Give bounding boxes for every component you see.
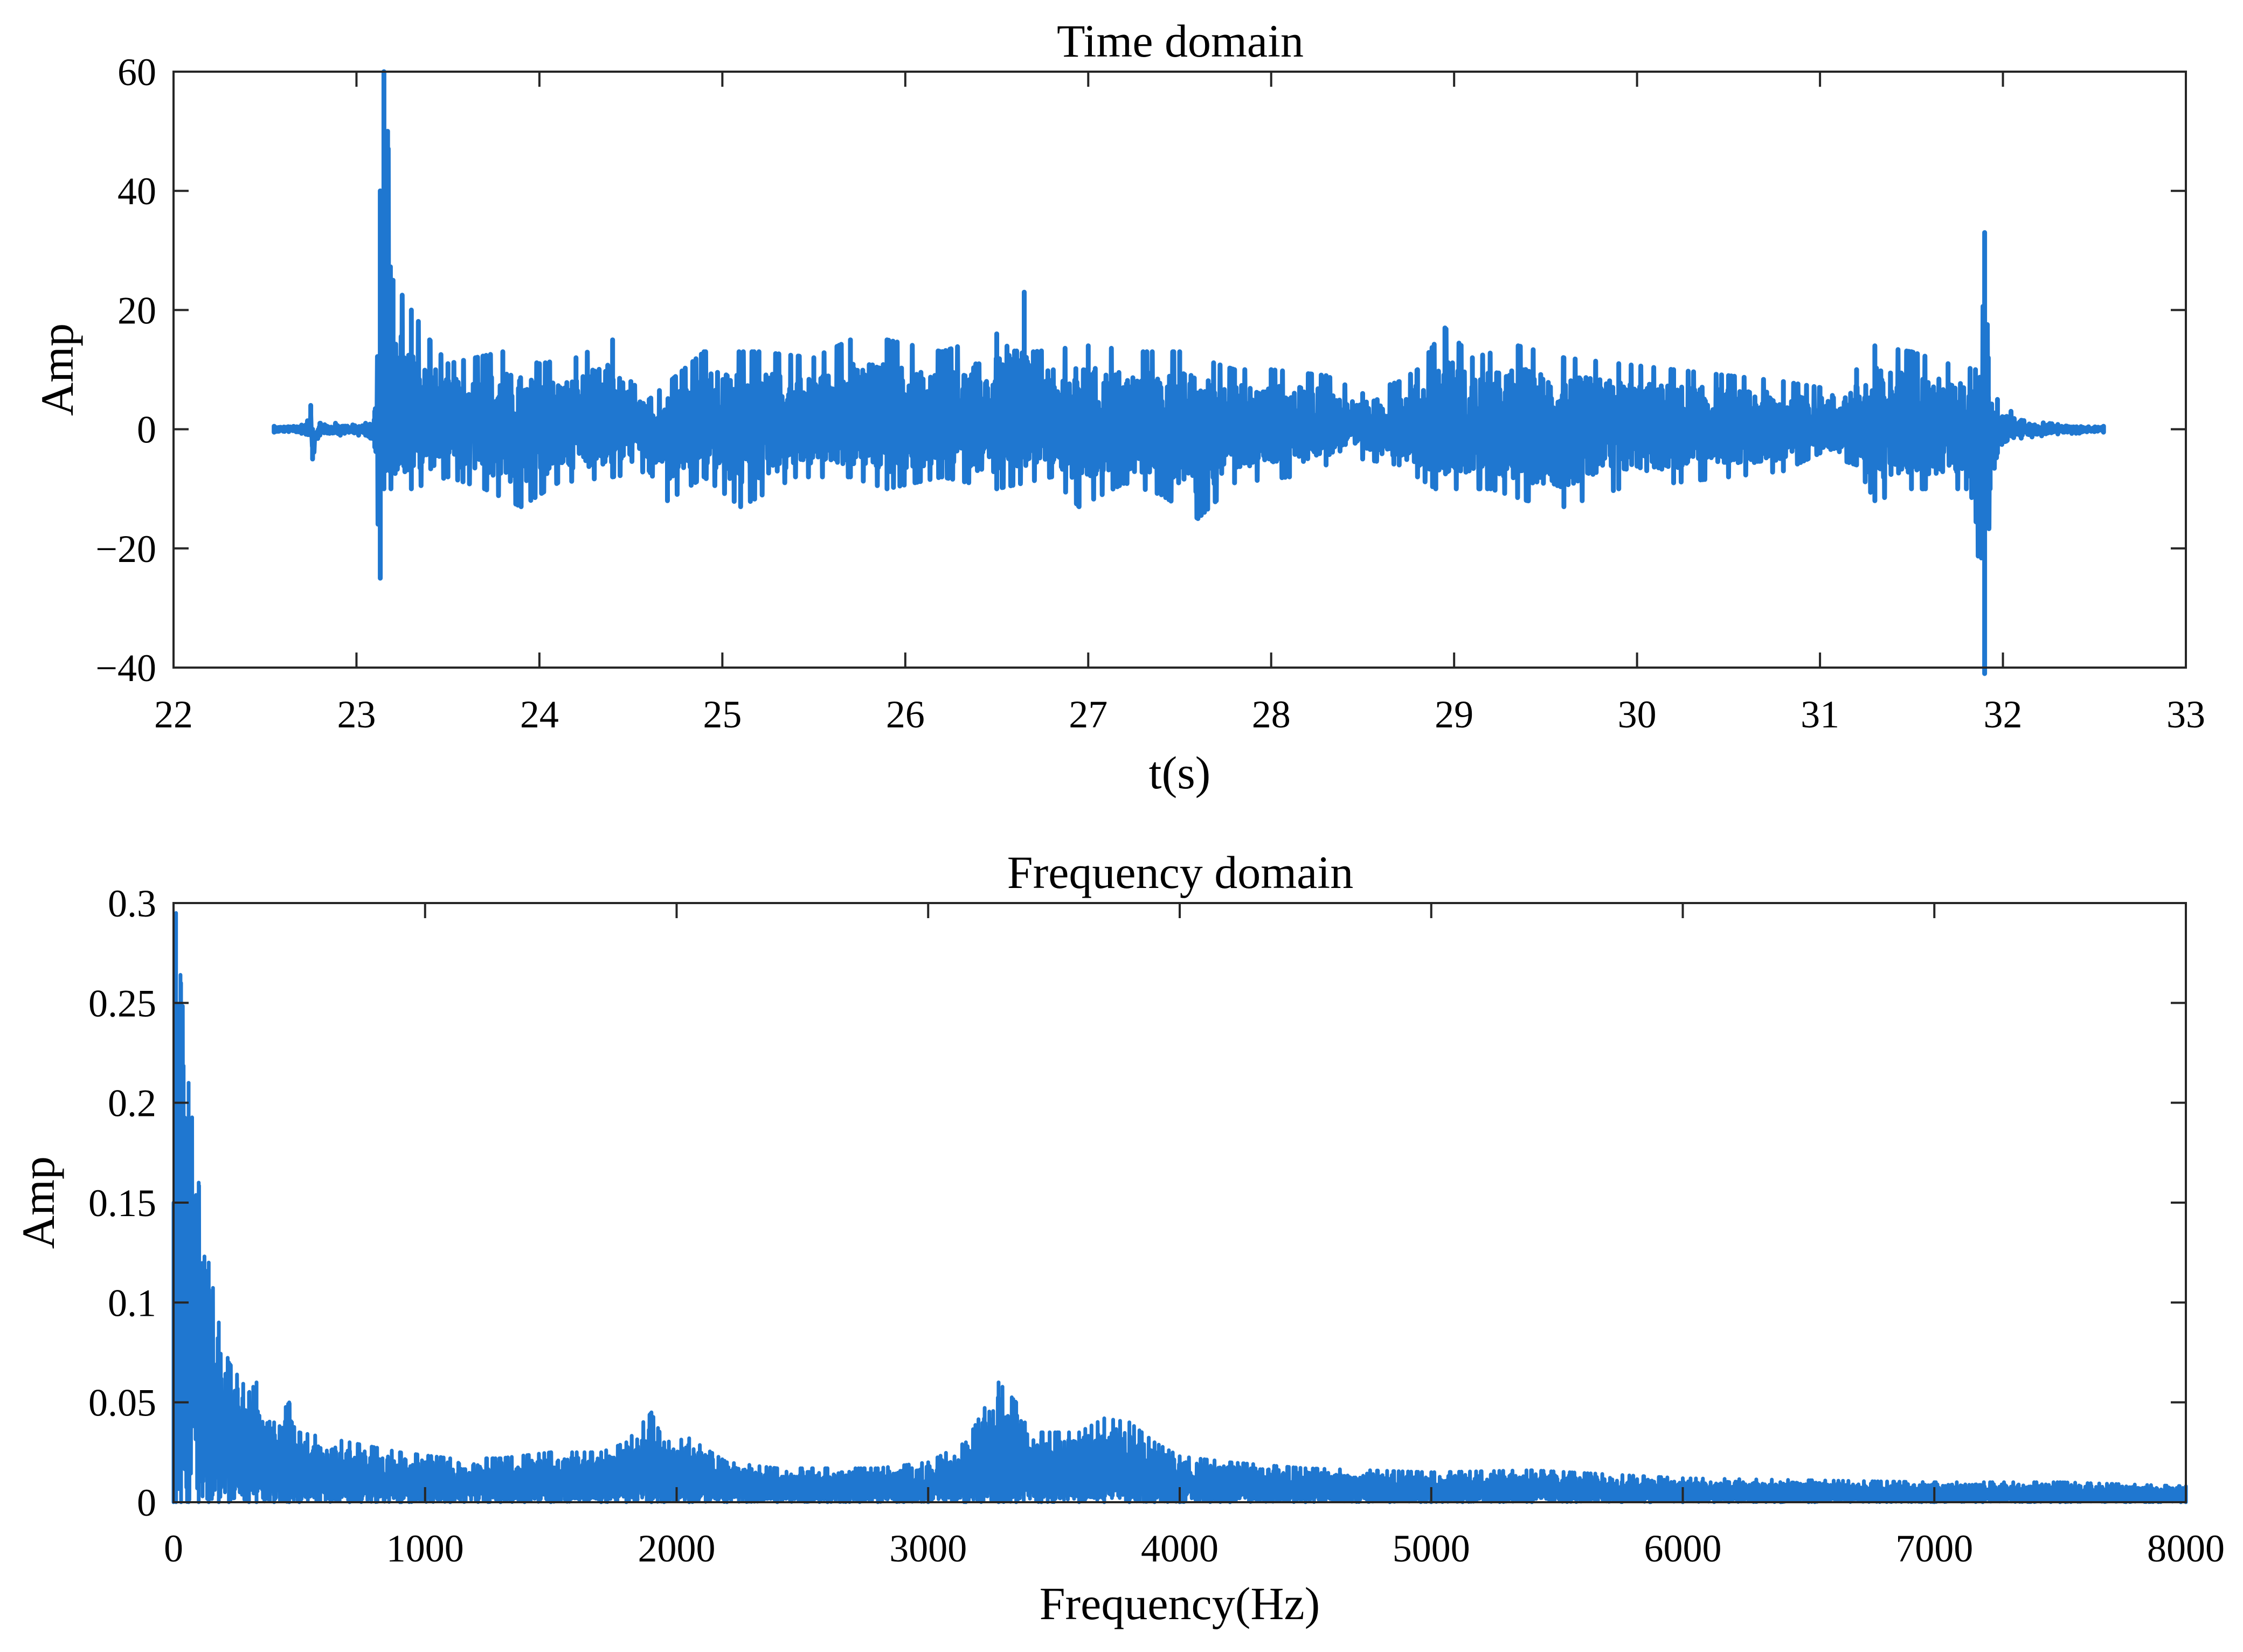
- time-x-tick-label: 30: [1618, 693, 1657, 736]
- time-series-line: [272, 69, 2106, 676]
- time-y-label: Amp: [31, 323, 83, 416]
- time-x-tick-label: 27: [1069, 693, 1107, 736]
- time-x-tick-label: 23: [337, 693, 376, 736]
- freq-y-tick-label: 0.1: [108, 1281, 156, 1324]
- freq-y-tick-label: 0.2: [108, 1082, 156, 1125]
- time-domain-chart: Time domain 22 23 24 25 26 27 28 29 30 31 32 33 −40 −…: [31, 15, 2205, 799]
- time-x-tick-label: 28: [1252, 693, 1291, 736]
- freq-x-tick-label: 5000: [1393, 1527, 1470, 1570]
- freq-chart-title: Frequency domain: [1007, 846, 1353, 898]
- frequency-domain-chart: Frequency domain 0 1000 2000 3000 4000 5000 60…: [12, 846, 2225, 1629]
- freq-ticks: 0 1000 2000 3000 4000 5000 6000 7000 8000 0 0.05 0.…: [88, 882, 2225, 1570]
- freq-y-tick-label: 0.25: [88, 982, 156, 1025]
- freq-plot-area: [171, 911, 2188, 1504]
- time-x-tick-label: 26: [886, 693, 925, 736]
- freq-x-label: Frequency(Hz): [1040, 1578, 1320, 1629]
- freq-x-tick-label: 2000: [638, 1527, 716, 1570]
- time-x-tick-label: 32: [1984, 693, 2023, 736]
- freq-series-line: [171, 911, 2188, 1504]
- time-x-tick-label: 31: [1801, 693, 1839, 736]
- time-chart-title: Time domain: [1057, 15, 1304, 67]
- freq-axes-frame: [172, 902, 2187, 1503]
- time-y-tick-label: 0: [137, 408, 156, 452]
- time-plot-area: [272, 69, 2106, 676]
- time-y-tick-label: 40: [117, 170, 156, 213]
- time-y-tick-label: 20: [117, 289, 156, 332]
- time-x-tick-label: 29: [1435, 693, 1473, 736]
- freq-x-tick-label: 0: [164, 1527, 183, 1570]
- time-y-tick-label: 60: [117, 51, 156, 94]
- freq-y-tick-label: 0.05: [88, 1382, 156, 1425]
- freq-y-tick-label: 0.15: [88, 1182, 156, 1225]
- time-axes-frame: [172, 71, 2187, 669]
- freq-y-tick-label: 0: [137, 1481, 156, 1524]
- time-x-tick-label: 22: [154, 693, 193, 736]
- freq-x-tick-label: 6000: [1644, 1527, 1722, 1570]
- time-x-tick-label: 33: [2166, 693, 2205, 736]
- time-y-tick-label: −40: [95, 647, 156, 690]
- freq-x-tick-label: 4000: [1141, 1527, 1219, 1570]
- time-ticks: 22 23 24 25 26 27 28 29 30 31 32 33 −40 −20 0 20 40 60: [95, 51, 2205, 736]
- time-x-label: t(s): [1149, 747, 1211, 799]
- time-x-tick-label: 25: [703, 693, 742, 736]
- freq-y-label: Amp: [12, 1156, 64, 1249]
- freq-y-tick-label: 0.3: [108, 882, 156, 925]
- freq-x-tick-label: 7000: [1895, 1527, 1973, 1570]
- time-x-tick-label: 24: [520, 693, 559, 736]
- time-y-tick-label: −20: [95, 527, 156, 571]
- freq-x-tick-label: 1000: [386, 1527, 464, 1570]
- freq-x-tick-label: 3000: [889, 1527, 967, 1570]
- freq-x-tick-label: 8000: [2147, 1527, 2225, 1570]
